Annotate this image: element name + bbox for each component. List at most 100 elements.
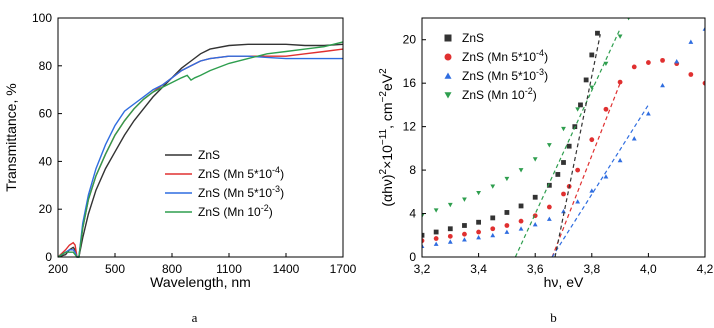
- chart-b-y-tick-label: 20: [403, 33, 417, 47]
- chart-b-point-s2: [646, 111, 651, 116]
- chart-b-point-s0: [447, 226, 453, 232]
- chart-b-y-tick-label: 4: [409, 207, 416, 221]
- chart-a-legend: ZnS ZnS (Mn 5*10-4) ZnS (Mn 5*10-3) ZnS (Mn…: [165, 148, 284, 219]
- chart-b-point-s1: [561, 191, 566, 197]
- chart-a-x-tick-label: 800: [162, 262, 182, 276]
- chart-a: 200 500 800 1100 1400 1700 0 20 40 60 80 100 Wavelen…: [3, 11, 357, 325]
- chart-b-fit-line-2: [551, 104, 649, 257]
- chart-b-point-s1: [702, 80, 705, 86]
- chart-b-point-s1: [447, 233, 453, 239]
- chart-b-point-s3: [518, 168, 524, 173]
- chart-b-y-tick-label: 0: [409, 250, 416, 264]
- chart-b-point-s1: [660, 57, 665, 63]
- chart-a-y-tick-label: 60: [39, 107, 53, 121]
- chart-b-x-tick-label: 3,6: [527, 262, 544, 276]
- chart-b-x-axis-label: hν, eV: [544, 274, 584, 290]
- chart-b-point-s3: [504, 176, 510, 182]
- legend-label: ZnS (Mn 5*10-3): [198, 184, 284, 200]
- chart-b-point-s2: [476, 235, 481, 240]
- chart-a-y-axis-label: Transmittance, %: [3, 83, 19, 191]
- chart-b-legend: ZnS ZnS (Mn 5*10-4) ZnS (Mn 5*10-3) ZnS (Mn…: [444, 31, 548, 102]
- chart-b-point-s3: [561, 126, 566, 132]
- legend-label: ZnS (Mn 10-2): [462, 86, 537, 102]
- chart-b-point-s0: [578, 102, 583, 108]
- chart-b-point-s2: [447, 239, 453, 244]
- chart-b-point-s0: [595, 30, 600, 36]
- chart-b-x-tick-label: 4,0: [640, 262, 657, 276]
- chart-b-point-s1: [518, 218, 524, 224]
- chart-b-point-s1: [575, 167, 581, 173]
- chart-b-point-s3: [546, 143, 552, 148]
- chart-b-point-s1: [433, 236, 439, 241]
- chart-b-y-tick-label: 8: [409, 163, 416, 177]
- chart-b-point-s1: [688, 72, 694, 77]
- chart-b-series-group: [422, 18, 705, 257]
- chart-b-point-s3: [617, 34, 623, 39]
- chart-b-point-s2: [617, 157, 623, 163]
- chart-a-plot-frame: [57, 17, 344, 258]
- chart-b-point-s3: [490, 184, 496, 189]
- chart-b-point-s1: [646, 60, 651, 65]
- chart-b-point-s3: [476, 190, 481, 196]
- chart-b-point-s3: [532, 157, 538, 162]
- chart-b-point-s2: [422, 243, 425, 249]
- chart-b-point-s3: [589, 85, 595, 90]
- chart-b-point-s0: [476, 219, 481, 225]
- legend-label: ZnS (Mn 5*10-4): [462, 48, 548, 64]
- chart-b-fit-line-3: [554, 34, 601, 257]
- chart-b-y-axis-label: (αhν)2×10−11, cm−2eV2: [378, 68, 395, 207]
- chart-b-point-s0: [504, 210, 510, 215]
- chart-b-point-s2: [631, 136, 637, 141]
- chart-b-point-s1: [603, 106, 609, 112]
- chart-b-plot-frame: [421, 17, 706, 258]
- chart-a-y-tick-label: 0: [45, 250, 52, 264]
- chart-a-y-tick-label: 80: [39, 59, 53, 73]
- chart-b-point-s1: [476, 229, 481, 235]
- chart-b-point-s1: [589, 137, 595, 143]
- chart-b-x-tick-label: 4,2: [697, 262, 714, 276]
- chart-b-point-s2: [462, 237, 467, 242]
- chart-a-y-tick-label: 100: [32, 11, 52, 25]
- chart-b-point-s1: [462, 231, 467, 237]
- chart-b-x-tick-label: 3,4: [470, 262, 487, 276]
- chart-b-point-s0: [555, 172, 561, 177]
- chart-a-x-tick-label: 1100: [216, 262, 242, 276]
- chart-b-point-s0: [583, 77, 589, 83]
- chart-b-point-s3: [447, 202, 453, 208]
- chart-b-point-s2: [433, 241, 439, 246]
- chart-a-x-tick-label: 200: [48, 262, 68, 276]
- chart-b-point-s3: [422, 213, 425, 219]
- chart-b-point-s0: [589, 52, 595, 58]
- chart-a-x-tick-label: 500: [105, 262, 125, 276]
- chart-b-x-tick-label: 3,8: [583, 262, 600, 276]
- legend-label: ZnS: [462, 31, 484, 45]
- chart-b-point-s2: [660, 82, 665, 88]
- legend-label: ZnS (Mn 10-2): [198, 203, 273, 219]
- chart-b-point-s2: [532, 222, 538, 227]
- chart-b-point-s1: [422, 238, 425, 244]
- chart-b-point-s1: [631, 64, 637, 70]
- chart-b-point-s0: [566, 143, 572, 149]
- chart-a-x-tick-label: 1700: [330, 262, 357, 276]
- chart-b-point-s3: [575, 107, 581, 112]
- chart-b-y-tick-label: 12: [403, 120, 417, 134]
- chart-b-point-s1: [546, 204, 552, 210]
- chart-b-point-s3: [627, 18, 630, 21]
- chart-a-y-tick-label: 40: [39, 154, 53, 168]
- chart-b-point-s0: [433, 229, 439, 235]
- legend-label: ZnS (Mn 5*10-4): [198, 165, 284, 181]
- chart-b-point-s0: [462, 223, 467, 228]
- chart-b-point-s2: [518, 226, 524, 231]
- chart-b-point-s1: [617, 79, 623, 85]
- chart-b-point-s2: [546, 216, 552, 221]
- chart-b-fit-line-1: [551, 82, 621, 257]
- chart-b-point-s0: [561, 160, 566, 165]
- chart-b-point-s3: [462, 197, 467, 202]
- chart-b-legend-marker: [444, 92, 452, 99]
- chart-b-point-s1: [490, 226, 496, 232]
- chart-b-x-tick-label: 3,2: [414, 262, 431, 276]
- chart-a-x-tick-label: 1400: [273, 262, 300, 276]
- chart-b-point-s3: [433, 208, 439, 213]
- chart-a-y-tick-label: 20: [39, 202, 53, 216]
